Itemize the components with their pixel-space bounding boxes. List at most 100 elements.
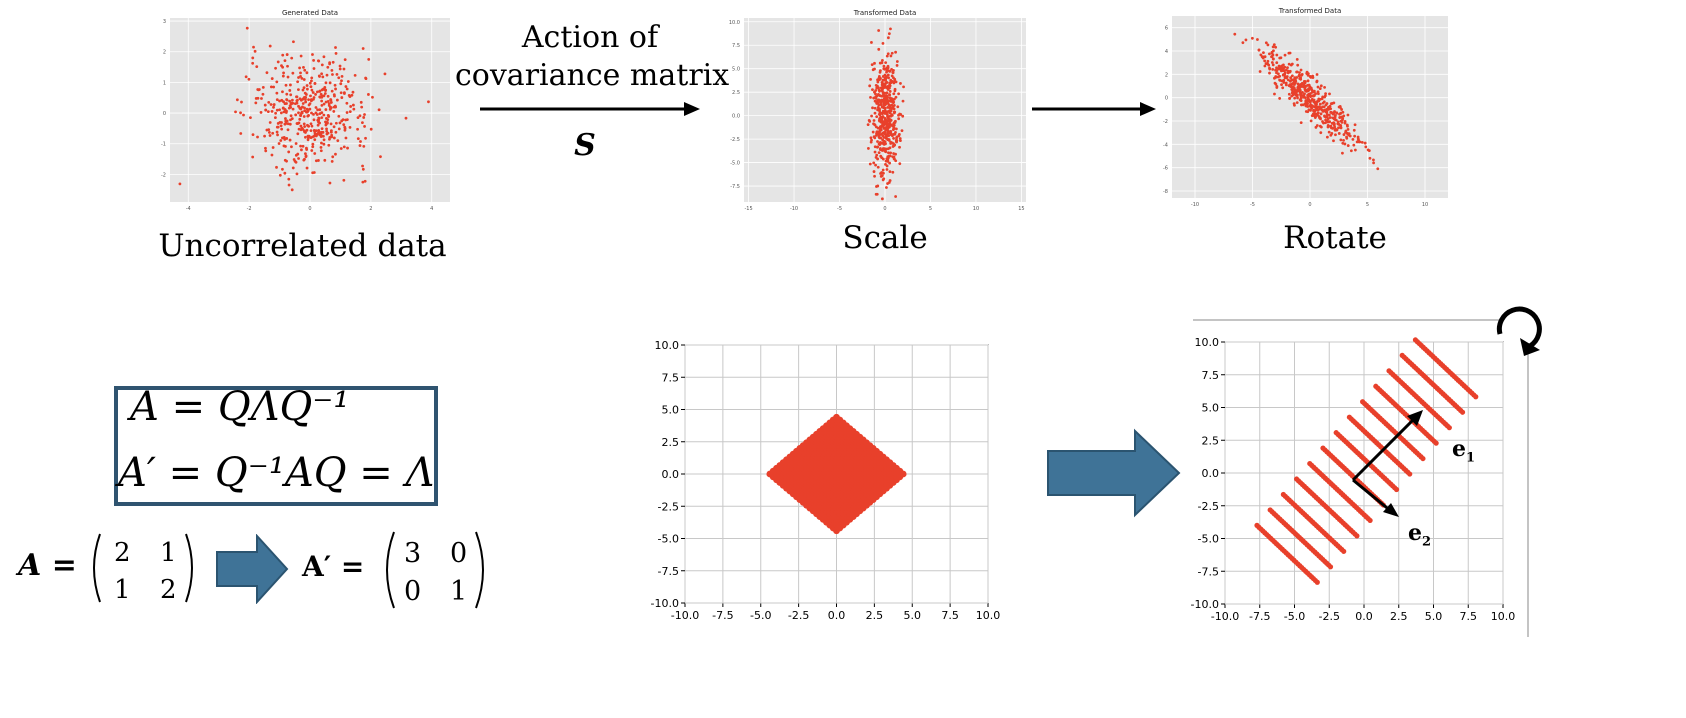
data-point bbox=[1332, 101, 1336, 105]
tick-label: 0 bbox=[308, 206, 311, 212]
matrix-a-cell: 2 bbox=[114, 538, 131, 568]
data-point bbox=[334, 87, 337, 91]
data-point bbox=[895, 140, 898, 144]
data-point bbox=[1306, 102, 1309, 106]
data-point bbox=[305, 110, 309, 114]
data-point bbox=[883, 149, 887, 153]
data-point bbox=[892, 107, 896, 111]
data-point bbox=[303, 106, 306, 110]
data-point bbox=[1459, 409, 1466, 415]
data-point bbox=[322, 55, 326, 59]
data-point bbox=[340, 79, 343, 83]
data-point bbox=[302, 86, 306, 90]
tick-label: 0 bbox=[1308, 202, 1311, 208]
data-point bbox=[298, 66, 302, 70]
data-point bbox=[1258, 70, 1262, 73]
data-point bbox=[1358, 140, 1362, 144]
plot1-title: Generated Data bbox=[281, 9, 339, 17]
data-point bbox=[1343, 121, 1347, 125]
data-point bbox=[1291, 90, 1295, 93]
tick-label: 0.0 bbox=[828, 609, 846, 622]
tick-label: -8 bbox=[1163, 189, 1168, 195]
data-point bbox=[326, 94, 330, 98]
data-point bbox=[873, 61, 876, 65]
data-point bbox=[364, 77, 368, 80]
data-point bbox=[316, 123, 320, 127]
data-point bbox=[898, 137, 902, 140]
data-point bbox=[1342, 133, 1346, 136]
data-point bbox=[886, 69, 890, 72]
data-point bbox=[883, 130, 887, 134]
data-point bbox=[278, 99, 281, 103]
tick-label: 10.0 bbox=[1195, 336, 1220, 349]
data-point bbox=[264, 108, 268, 112]
data-point bbox=[1299, 68, 1303, 72]
data-point bbox=[358, 114, 362, 118]
data-point bbox=[1319, 131, 1323, 135]
tick-label: -5.0 bbox=[750, 609, 771, 622]
data-point bbox=[881, 109, 885, 113]
data-point bbox=[1312, 105, 1316, 108]
data-point bbox=[326, 118, 330, 122]
tick-label: 5.0 bbox=[904, 609, 922, 622]
data-point bbox=[1280, 83, 1283, 87]
data-point bbox=[310, 88, 314, 92]
data-point bbox=[1314, 101, 1318, 105]
data-point bbox=[1376, 167, 1380, 171]
data-point bbox=[303, 109, 307, 113]
data-point bbox=[882, 64, 886, 68]
tick-label: 0 bbox=[163, 111, 166, 117]
data-point bbox=[901, 114, 905, 118]
data-point bbox=[875, 185, 878, 188]
data-point bbox=[239, 111, 242, 115]
data-point bbox=[883, 67, 887, 71]
tick-label: -5 bbox=[1250, 202, 1255, 208]
data-point bbox=[285, 53, 289, 56]
data-point bbox=[891, 70, 895, 74]
data-point bbox=[1364, 145, 1368, 149]
tick-label: -2.5 bbox=[730, 137, 740, 143]
data-point bbox=[311, 142, 315, 146]
data-point bbox=[1273, 92, 1276, 96]
data-point bbox=[330, 159, 334, 163]
data-point bbox=[272, 103, 276, 107]
data-point bbox=[878, 107, 881, 111]
tick-label: -10.0 bbox=[671, 609, 699, 622]
generated-data-plot: -4 -2 0 2 4 3 2 1 0 -1 -2 bbox=[161, 18, 450, 212]
matrix-ap-label: A′ = bbox=[302, 550, 365, 583]
data-point bbox=[276, 133, 279, 137]
tick-label: -7.5 bbox=[730, 184, 740, 190]
data-point bbox=[356, 127, 359, 131]
data-point bbox=[281, 136, 284, 140]
data-point bbox=[1333, 110, 1336, 113]
data-point bbox=[304, 100, 308, 104]
data-point bbox=[291, 71, 295, 75]
data-point bbox=[884, 61, 888, 65]
data-point bbox=[1293, 96, 1297, 100]
data-point bbox=[1316, 111, 1320, 115]
tick-label: 0 bbox=[1165, 96, 1168, 102]
data-point bbox=[1393, 486, 1400, 493]
tick-label: 2.5 bbox=[662, 436, 680, 449]
data-point bbox=[307, 136, 310, 140]
data-point bbox=[1333, 118, 1337, 122]
block-arrow-small-icon bbox=[216, 534, 289, 604]
data-point bbox=[1302, 94, 1306, 98]
tick-label: 10.0 bbox=[976, 609, 1001, 622]
data-point bbox=[310, 124, 314, 128]
data-point bbox=[873, 174, 876, 178]
data-point bbox=[888, 161, 892, 165]
data-point bbox=[885, 81, 889, 84]
data-point bbox=[361, 121, 364, 124]
matrix-ap-cell: 0 bbox=[404, 576, 421, 607]
data-point bbox=[261, 85, 265, 89]
data-point bbox=[348, 95, 352, 98]
data-point bbox=[364, 136, 367, 140]
data-point bbox=[1293, 80, 1297, 84]
data-point bbox=[1335, 111, 1339, 115]
data-point bbox=[305, 71, 309, 75]
tick-label: -15 bbox=[744, 206, 752, 212]
data-point bbox=[877, 93, 880, 96]
data-point bbox=[1331, 116, 1335, 120]
data-point bbox=[1278, 78, 1282, 82]
